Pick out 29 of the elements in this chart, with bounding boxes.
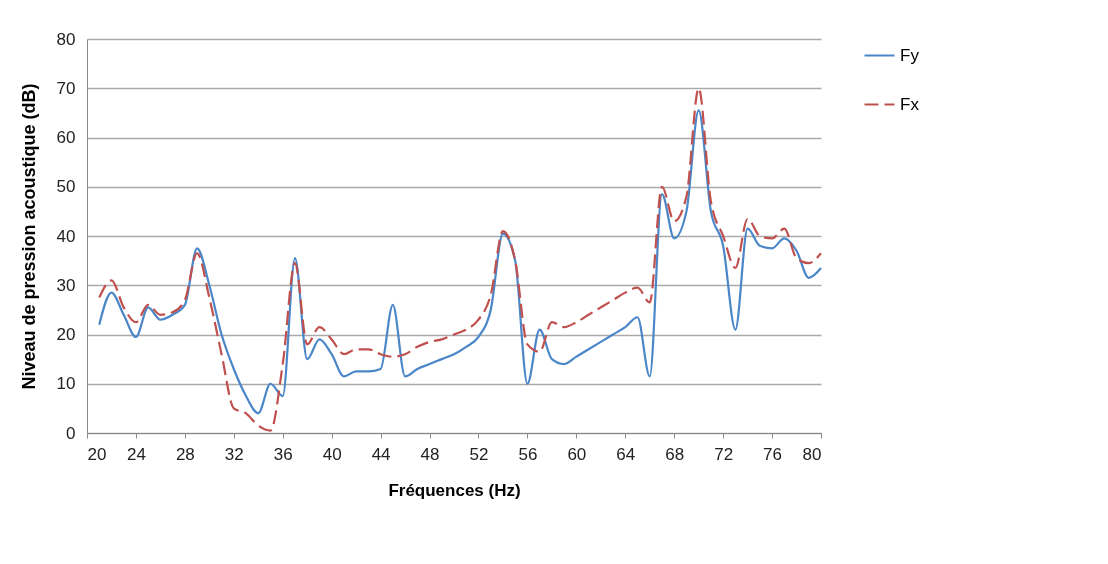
x-tick-label: 24 [126, 444, 146, 464]
y-tick-label: 20 [56, 325, 76, 344]
y-tick-label: 70 [56, 78, 76, 98]
x-tick-label: 36 [273, 444, 293, 464]
y-tick-label: 30 [56, 275, 76, 295]
legend-label: Fx [900, 94, 920, 114]
x-tick-label: 52 [469, 444, 489, 464]
x-tick-label: 56 [518, 444, 538, 464]
x-tick-label: 28 [175, 444, 195, 464]
y-tick-label: 10 [56, 374, 76, 394]
x-tick-label: 48 [420, 444, 440, 464]
y-tick-label: 50 [56, 177, 76, 197]
y-axis-title: Niveau de pression acoustique (dB) [18, 83, 39, 390]
x-tick-label: 72 [714, 444, 734, 464]
x-tick-label: 44 [371, 444, 391, 464]
y-tick-label: 40 [56, 226, 76, 246]
y-tick-label: 0 [66, 423, 76, 443]
x-tick-label: 68 [665, 444, 685, 464]
x-tick-label: 60 [567, 444, 587, 464]
x-tick-label: 76 [763, 444, 783, 464]
legend-label: Fy [900, 45, 920, 65]
x-axis-title: Fréquences (Hz) [388, 480, 521, 500]
x-tick-label: 20 [87, 444, 107, 464]
x-tick-label: 80 [802, 444, 822, 464]
y-tick-label: 60 [56, 128, 76, 147]
x-tick-label: 64 [616, 444, 636, 464]
y-tick-label: 80 [56, 29, 76, 49]
x-tick-label: 40 [322, 444, 342, 464]
x-tick-label: 32 [224, 444, 244, 464]
